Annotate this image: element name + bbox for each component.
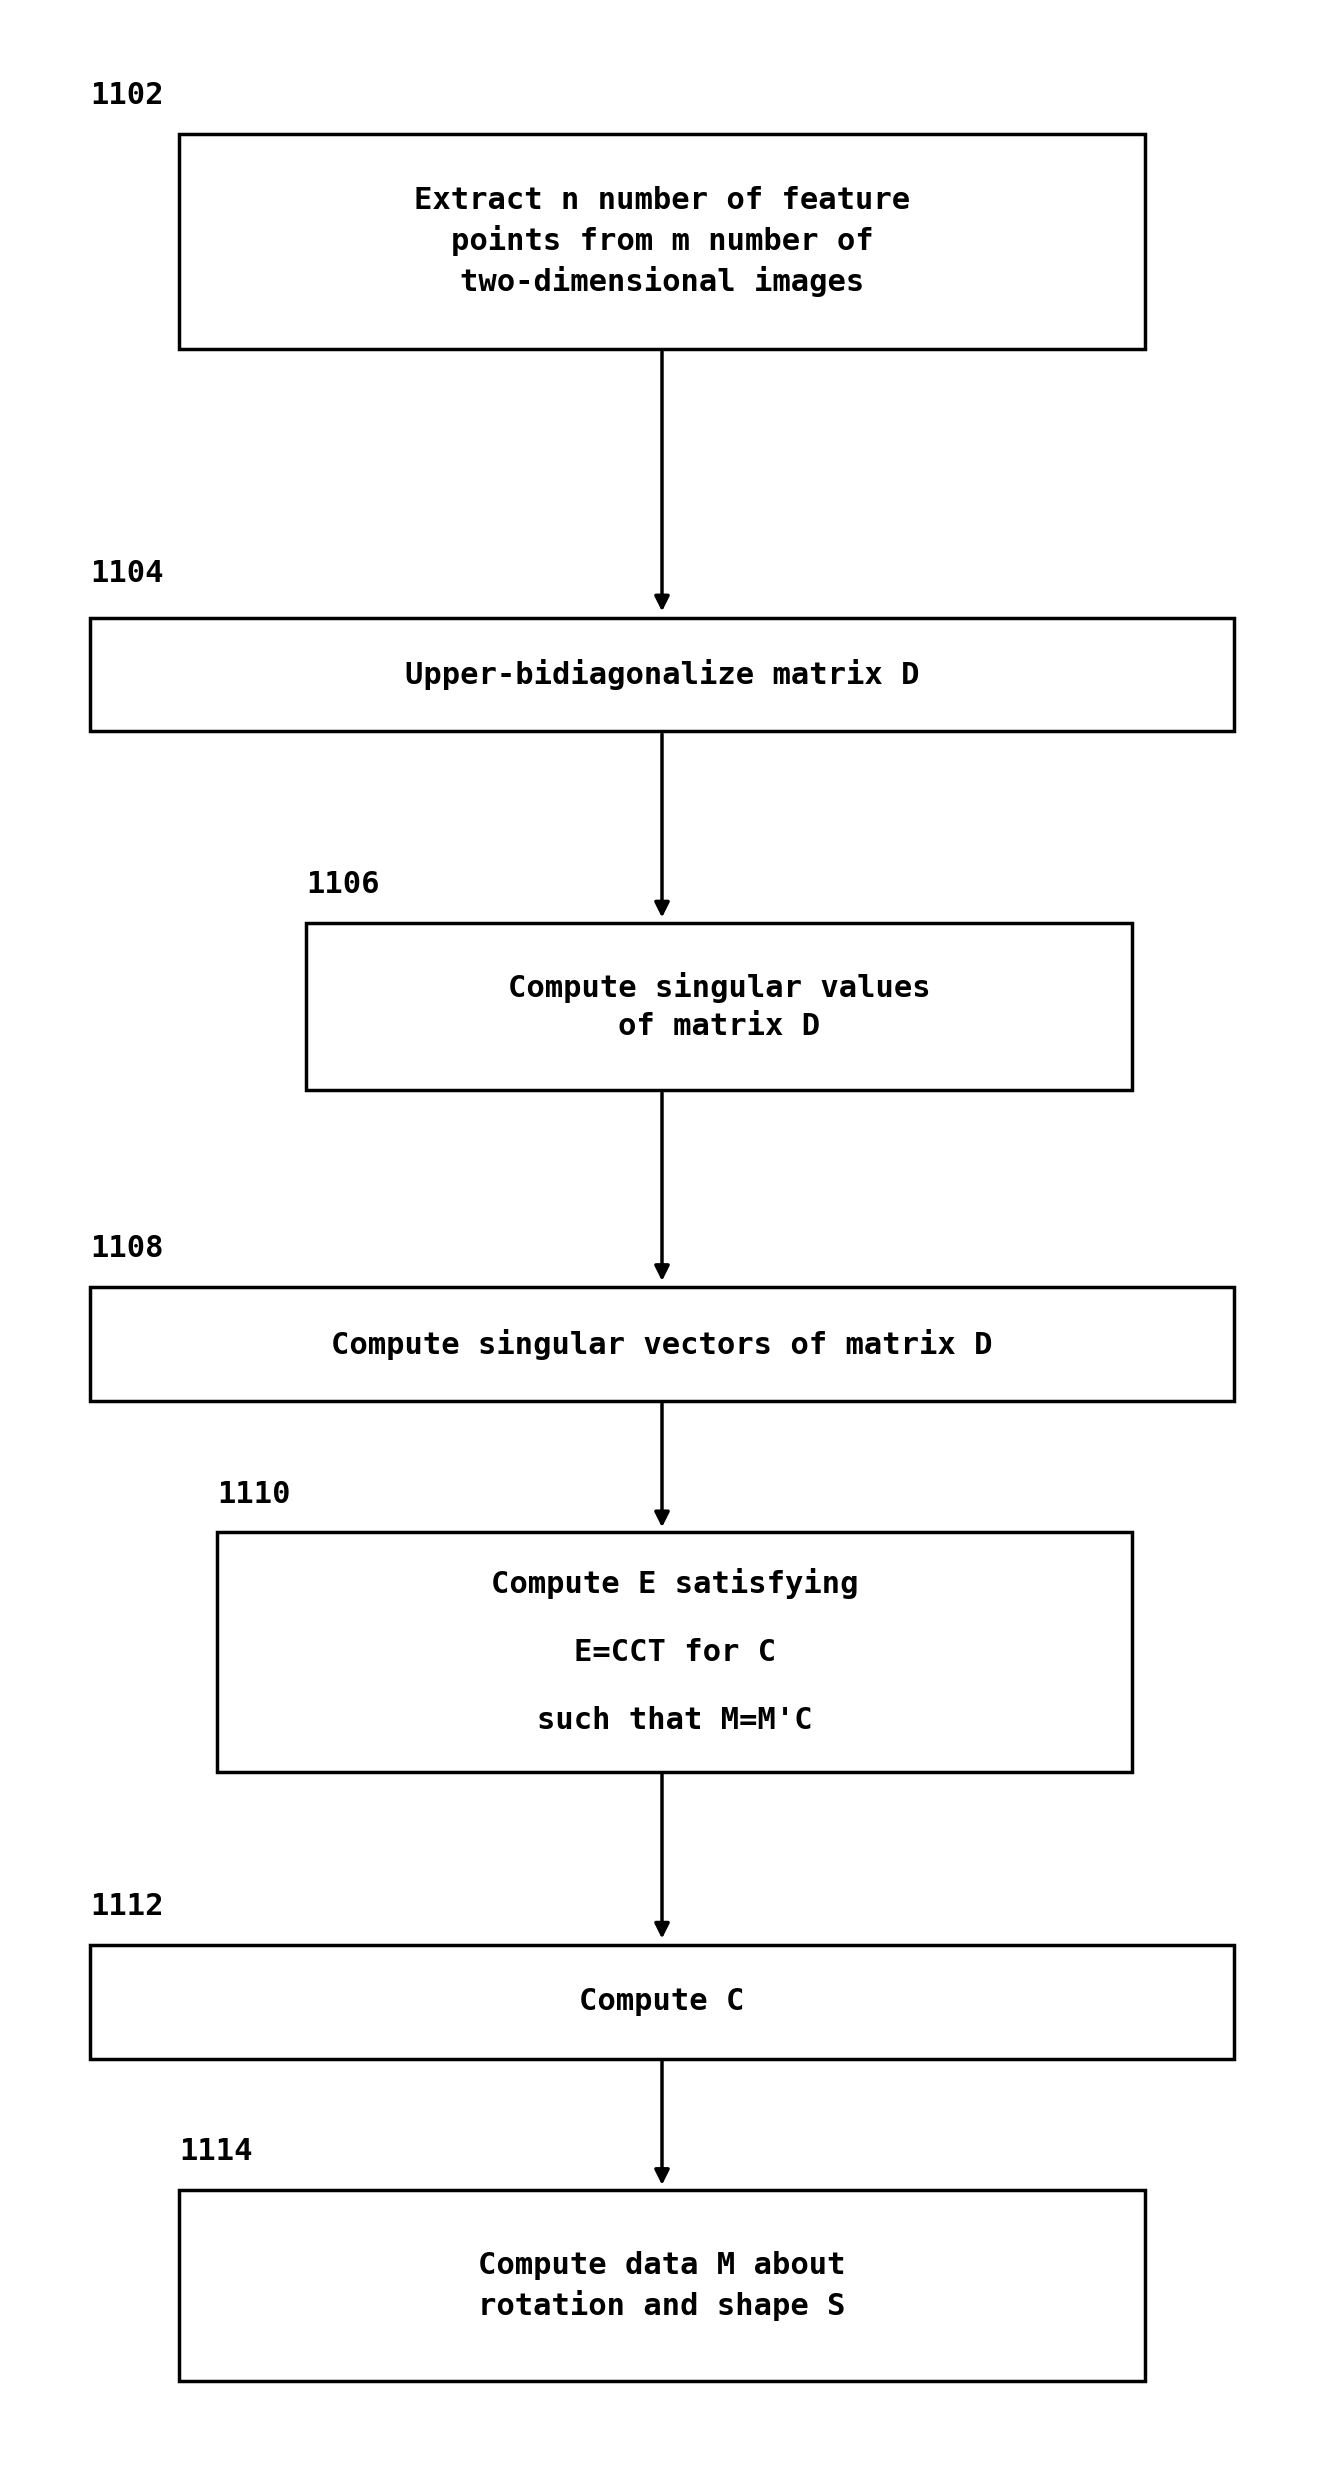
Text: 1110: 1110 — [217, 1480, 291, 1510]
Text: E=CCT for C: E=CCT for C — [573, 1637, 776, 1666]
Text: 1114: 1114 — [179, 2137, 253, 2167]
Text: Compute singular vectors of matrix D: Compute singular vectors of matrix D — [331, 1328, 993, 1360]
Text: 1112: 1112 — [90, 1893, 164, 1921]
Text: Compute E satisfying: Compute E satisfying — [491, 1569, 858, 1599]
FancyBboxPatch shape — [179, 135, 1145, 349]
Text: 1102: 1102 — [90, 80, 164, 110]
FancyBboxPatch shape — [179, 2190, 1145, 2381]
Text: such that M=M'C: such that M=M'C — [538, 1706, 813, 1734]
FancyBboxPatch shape — [90, 1945, 1234, 2058]
FancyBboxPatch shape — [90, 1288, 1234, 1400]
Text: 1106: 1106 — [306, 869, 380, 899]
Text: Compute C: Compute C — [580, 1988, 744, 2015]
FancyBboxPatch shape — [90, 618, 1234, 732]
Text: Upper-bidiagonalize matrix D: Upper-bidiagonalize matrix D — [405, 660, 919, 690]
Text: 1108: 1108 — [90, 1236, 164, 1263]
FancyBboxPatch shape — [217, 1532, 1132, 1771]
Text: Compute singular values
of matrix D: Compute singular values of matrix D — [508, 971, 931, 1041]
Text: Compute data M about
rotation and shape S: Compute data M about rotation and shape … — [478, 2252, 846, 2322]
Text: 1104: 1104 — [90, 558, 164, 588]
FancyBboxPatch shape — [306, 922, 1132, 1091]
Text: Extract n number of feature
points from m number of
two-dimensional images: Extract n number of feature points from … — [414, 187, 910, 296]
